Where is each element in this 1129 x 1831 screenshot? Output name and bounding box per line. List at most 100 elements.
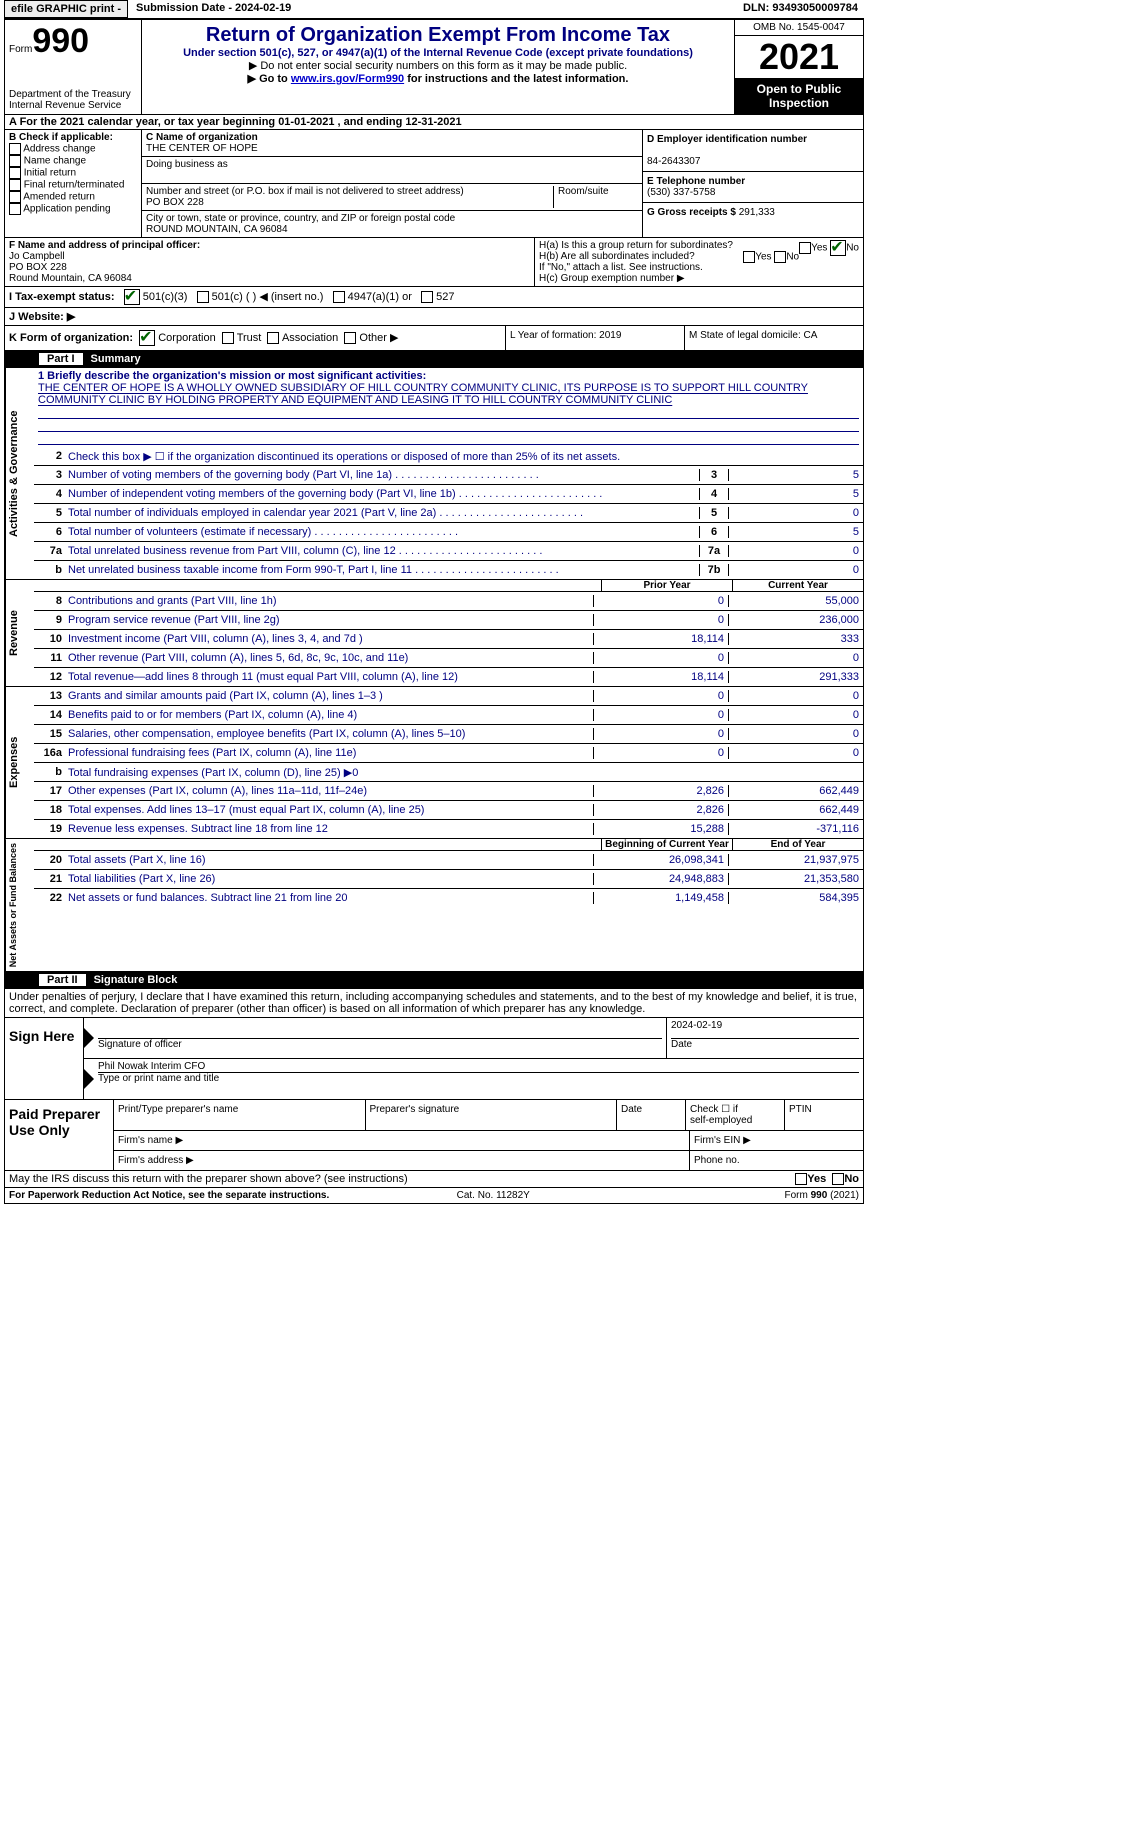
open-inspection: Open to Public Inspection xyxy=(735,78,863,114)
vtab-revenue: Revenue xyxy=(5,580,34,686)
c-name-label: C Name of organization xyxy=(146,132,258,143)
data-line: 9Program service revenue (Part VIII, lin… xyxy=(34,611,863,630)
data-line: 17Other expenses (Part IX, column (A), l… xyxy=(34,782,863,801)
chk-527[interactable] xyxy=(421,291,433,303)
opt-other: Other ▶ xyxy=(359,332,398,344)
irs-link[interactable]: www.irs.gov/Form990 xyxy=(291,73,404,85)
data-line: 10Investment income (Part VIII, column (… xyxy=(34,630,863,649)
gross-label: G Gross receipts $ xyxy=(647,207,736,218)
tel-value: (530) 337-5758 xyxy=(647,187,715,198)
officer-name: Jo Campbell xyxy=(9,251,65,262)
data-line: bTotal fundraising expenses (Part IX, co… xyxy=(34,763,863,782)
topbar: efile GRAPHIC print - Submission Date - … xyxy=(4,0,864,19)
printed-name-label: Type or print name and title xyxy=(98,1073,219,1084)
page-title: Return of Organization Exempt From Incom… xyxy=(146,24,730,47)
data-line: 20Total assets (Part X, line 16)26,098,3… xyxy=(34,851,863,870)
chk-501c3[interactable] xyxy=(124,289,140,305)
chk-final[interactable] xyxy=(9,179,21,191)
ein-label: D Employer identification number xyxy=(647,134,807,145)
chk-initial[interactable] xyxy=(9,167,21,179)
subtitle-2: ▶ Do not enter social security numbers o… xyxy=(146,59,730,72)
row-klm: K Form of organization: Corporation Trus… xyxy=(4,326,864,351)
opt-amended: Amended return xyxy=(23,192,95,203)
firm-name-label: Firm's name ▶ xyxy=(114,1131,690,1150)
section-net-assets: Net Assets or Fund Balances Beginning of… xyxy=(4,839,864,972)
part2-header: Part II Signature Block xyxy=(4,972,864,989)
dept-label: Department of the Treasury Internal Reve… xyxy=(9,89,137,111)
dln: DLN: 93493050009784 xyxy=(737,0,864,18)
firm-phone-label: Phone no. xyxy=(690,1151,863,1170)
self-emp-label: self-employed xyxy=(690,1115,752,1126)
room-label: Room/suite xyxy=(558,186,609,197)
section-revenue: Revenue Prior Year Current Year 8Contrib… xyxy=(4,580,864,687)
chk-corp[interactable] xyxy=(139,330,155,346)
efile-button[interactable]: efile GRAPHIC print - xyxy=(4,0,128,18)
discuss-no[interactable] xyxy=(832,1173,844,1185)
m-state: M State of legal domicile: CA xyxy=(684,326,863,350)
f-label: F Name and address of principal officer: xyxy=(9,240,200,251)
chk-name-change[interactable] xyxy=(9,155,21,167)
date-label: Date xyxy=(671,1039,692,1050)
chk-501c[interactable] xyxy=(197,291,209,303)
subtitle-1: Under section 501(c), 527, or 4947(a)(1)… xyxy=(146,47,730,59)
chk-address-change[interactable] xyxy=(9,143,21,155)
data-line: 16aProfessional fundraising fees (Part I… xyxy=(34,744,863,763)
chk-pending[interactable] xyxy=(9,203,21,215)
dba-label: Doing business as xyxy=(146,159,228,170)
tel-label: E Telephone number xyxy=(647,176,745,187)
officer-addr2: Round Mountain, CA 96084 xyxy=(9,273,132,284)
firm-addr-label: Firm's address ▶ xyxy=(114,1151,690,1170)
section-expenses: Expenses 13Grants and similar amounts pa… xyxy=(4,687,864,839)
data-line: 8Contributions and grants (Part VIII, li… xyxy=(34,592,863,611)
form-label: Form xyxy=(9,44,32,55)
line2-text: Check this box ▶ ☐ if the organization d… xyxy=(66,449,863,464)
data-line: 22Net assets or fund balances. Subtract … xyxy=(34,889,863,907)
gov-line: 5Total number of individuals employed in… xyxy=(34,504,863,523)
chk-assoc[interactable] xyxy=(267,332,279,344)
tax-year: 2021 xyxy=(735,36,863,78)
city-value: ROUND MOUNTAIN, CA 96084 xyxy=(146,224,288,235)
section-bcd: B Check if applicable: Address change Na… xyxy=(4,130,864,238)
paid-preparer-label: Paid Preparer Use Only xyxy=(5,1100,113,1170)
k-label: K Form of organization: xyxy=(9,332,133,344)
sig-officer-label: Signature of officer xyxy=(98,1039,182,1050)
opt-527: 527 xyxy=(436,291,454,303)
row-a: A For the 2021 calendar year, or tax yea… xyxy=(4,115,864,130)
hb-yes[interactable] xyxy=(743,251,755,263)
hb-label: H(b) Are all subordinates included? xyxy=(539,251,695,262)
hb-no[interactable] xyxy=(774,251,786,263)
vtab-expenses: Expenses xyxy=(5,687,34,838)
row-i: I Tax-exempt status: 501(c)(3) 501(c) ( … xyxy=(4,287,864,308)
chk-amended[interactable] xyxy=(9,191,21,203)
ha-yes[interactable] xyxy=(799,242,811,254)
signature-intro: Under penalties of perjury, I declare th… xyxy=(4,989,864,1018)
page-footer: For Paperwork Reduction Act Notice, see … xyxy=(4,1188,864,1204)
submission-date: Submission Date - 2024-02-19 xyxy=(130,0,297,18)
l-year: L Year of formation: 2019 xyxy=(505,326,684,350)
data-line: 14Benefits paid to or for members (Part … xyxy=(34,706,863,725)
prep-sig-label: Preparer's signature xyxy=(366,1100,618,1130)
ha-no[interactable] xyxy=(830,240,846,256)
firm-ein-label: Firm's EIN ▶ xyxy=(690,1131,863,1150)
chk-other[interactable] xyxy=(344,332,356,344)
form-number: 990 xyxy=(32,22,89,60)
org-name: THE CENTER OF HOPE xyxy=(146,143,258,154)
footer-right: Form 990 (2021) xyxy=(785,1190,859,1201)
opt-name: Name change xyxy=(24,156,86,167)
officer-addr1: PO BOX 228 xyxy=(9,262,67,273)
city-label: City or town, state or province, country… xyxy=(146,213,455,224)
data-line: 19Revenue less expenses. Subtract line 1… xyxy=(34,820,863,838)
opt-initial: Initial return xyxy=(24,168,76,179)
gov-line: 3Number of voting members of the governi… xyxy=(34,466,863,485)
data-line: 21Total liabilities (Part X, line 26)24,… xyxy=(34,870,863,889)
opt-501c3: 501(c)(3) xyxy=(143,291,188,303)
part1-title: Summary xyxy=(91,353,141,365)
hdr-current: Current Year xyxy=(732,580,863,591)
ha-label: H(a) Is this a group return for subordin… xyxy=(539,240,733,251)
hdr-prior: Prior Year xyxy=(601,580,732,591)
addr-value: PO BOX 228 xyxy=(146,197,204,208)
gov-line: 4Number of independent voting members of… xyxy=(34,485,863,504)
chk-trust[interactable] xyxy=(222,332,234,344)
chk-4947[interactable] xyxy=(333,291,345,303)
discuss-yes[interactable] xyxy=(795,1173,807,1185)
